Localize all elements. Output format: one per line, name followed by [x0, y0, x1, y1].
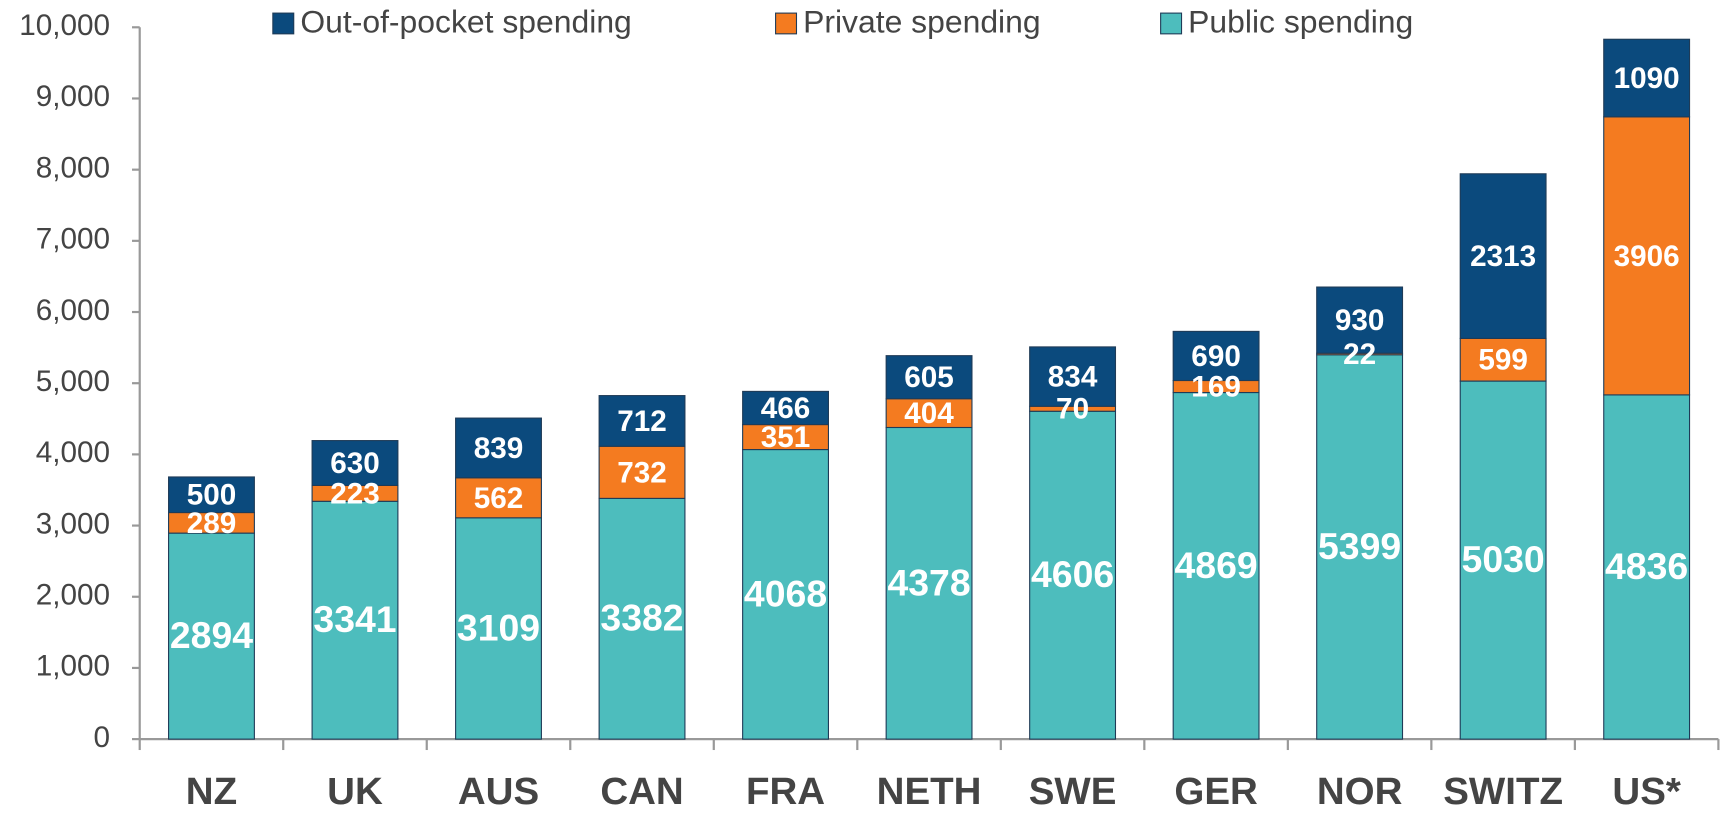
- bar-segment: [598, 497, 686, 740]
- legend-label: Private spending: [803, 3, 1041, 39]
- legend-swatch: [1160, 12, 1183, 35]
- bar-segment: [455, 417, 542, 479]
- bar-segment: [311, 500, 399, 740]
- data-label: 5030: [1462, 538, 1545, 580]
- data-label: 404: [904, 397, 954, 430]
- data-label: 4606: [1031, 553, 1114, 595]
- data-label: 839: [474, 432, 524, 465]
- data-label: 223: [330, 477, 380, 510]
- data-label: 732: [617, 456, 667, 489]
- bar-segment: [1316, 354, 1404, 740]
- bar-segment: [1029, 410, 1117, 740]
- x-tick-label: SWITZ: [1443, 770, 1563, 813]
- bar-segment: [742, 424, 829, 451]
- bar-segment: [885, 355, 973, 400]
- bar-segment: [598, 445, 686, 499]
- data-label: 2313: [1470, 240, 1536, 273]
- x-tick-label: CAN: [600, 770, 683, 813]
- data-label: 712: [617, 405, 667, 438]
- y-tick-label: 10,000: [19, 9, 110, 42]
- data-label: 4869: [1174, 544, 1257, 586]
- bar-segment: [1603, 394, 1691, 740]
- x-tick-label: FRA: [746, 770, 825, 813]
- legend-label: Public spending: [1188, 3, 1413, 39]
- x-tick-label: AUS: [458, 770, 539, 813]
- data-label: 351: [761, 421, 811, 454]
- bar-segment: [1603, 38, 1691, 118]
- data-label: 3906: [1614, 240, 1680, 273]
- bar-segment: [598, 395, 686, 447]
- data-label: 3382: [600, 597, 683, 639]
- x-tick-label: NOR: [1317, 770, 1403, 813]
- data-label: 605: [904, 361, 954, 394]
- legend-swatch: [272, 12, 295, 35]
- data-label: 5399: [1318, 525, 1401, 567]
- data-label: 4836: [1605, 545, 1688, 587]
- data-label: 4068: [744, 572, 827, 614]
- bar-segment: [1029, 346, 1117, 407]
- y-tick-label: 3,000: [36, 507, 110, 540]
- bar-segment: [885, 426, 973, 740]
- bar-segment: [455, 517, 542, 740]
- bar-segment: [1316, 286, 1404, 354]
- data-label: 4378: [887, 561, 970, 603]
- bar-segment: [1459, 173, 1547, 339]
- x-tick-label: US*: [1612, 770, 1681, 813]
- data-label: 169: [1191, 371, 1241, 404]
- bar-segment: [455, 477, 542, 519]
- data-label: 22: [1343, 338, 1376, 371]
- y-tick-label: 8,000: [36, 152, 110, 185]
- y-tick-label: 9,000: [36, 80, 110, 113]
- y-tick-label: 5,000: [36, 365, 110, 398]
- x-tick-label: NETH: [877, 770, 982, 813]
- bar-segment: [311, 440, 399, 486]
- y-tick-label: 4,000: [36, 436, 110, 469]
- y-tick-label: 2,000: [36, 579, 110, 612]
- bar-segment: [1459, 380, 1547, 740]
- data-label: 3109: [457, 607, 540, 649]
- legend-swatch: [775, 12, 798, 35]
- bar-segment: [168, 476, 255, 514]
- y-tick-label: 6,000: [36, 294, 110, 327]
- y-tick-label: 0: [93, 721, 110, 754]
- x-tick-label: GER: [1174, 770, 1257, 813]
- bar-segment: [1172, 391, 1260, 740]
- data-label: 562: [474, 482, 524, 515]
- bar-segment: [742, 449, 829, 740]
- data-label: 70: [1056, 393, 1089, 426]
- data-label: 599: [1478, 344, 1528, 377]
- data-label: 466: [761, 392, 811, 425]
- x-tick-label: SWE: [1029, 770, 1117, 813]
- y-tick-label: 7,000: [36, 223, 110, 256]
- bar-segment: [1172, 330, 1260, 382]
- data-label: 1090: [1614, 62, 1680, 95]
- x-tick-label: UK: [327, 770, 383, 813]
- y-tick-label: 1,000: [36, 650, 110, 683]
- data-label: 930: [1335, 304, 1385, 337]
- data-label: 690: [1191, 340, 1241, 373]
- data-label: 289: [187, 507, 237, 540]
- data-label: 3341: [313, 598, 396, 640]
- legend-label: Out-of-pocket spending: [300, 3, 631, 39]
- data-label: 2894: [170, 614, 253, 656]
- bar-segment: [1603, 116, 1691, 396]
- x-tick-label: NZ: [186, 770, 237, 813]
- data-label: 500: [187, 479, 237, 512]
- data-label: 834: [1048, 361, 1098, 394]
- data-label: 630: [330, 447, 380, 480]
- bar-segment: [742, 390, 829, 426]
